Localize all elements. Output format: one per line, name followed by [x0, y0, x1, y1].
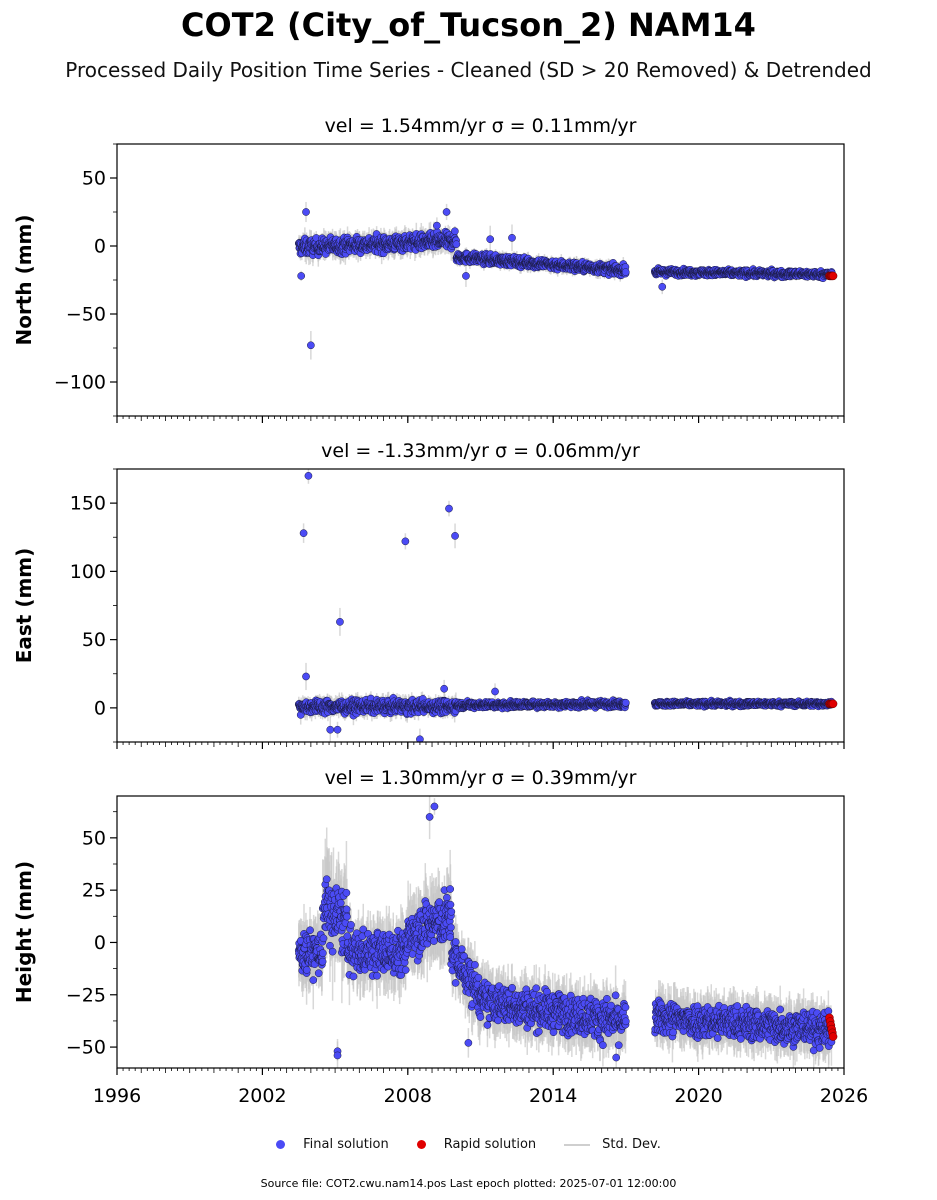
y-tick-label: 50 — [82, 168, 106, 190]
final-point — [451, 227, 459, 236]
final-point — [442, 208, 451, 216]
std-dev-bars — [298, 201, 833, 360]
y-tick-label: 0 — [94, 236, 106, 258]
rapid-solution-points — [825, 271, 838, 281]
panel-title: vel = 1.54mm/yr σ = 0.11mm/yr — [325, 115, 637, 137]
rapid-point — [828, 271, 838, 281]
page-subtitle: Processed Daily Position Time Series - C… — [65, 58, 872, 82]
final-point — [462, 272, 470, 280]
final-point — [621, 268, 630, 276]
plot-area — [294, 201, 838, 360]
y-tick-label: −50 — [66, 304, 106, 326]
final-solution-points — [294, 208, 836, 350]
final-point — [452, 240, 461, 249]
y-tick-label: −100 — [54, 372, 106, 394]
final-point — [486, 235, 495, 244]
final-point — [302, 208, 310, 216]
final-point — [508, 233, 516, 242]
x-axis-ticks — [116, 416, 845, 423]
final-point — [433, 221, 441, 230]
y-axis-ticks: −100 −50 0 50 — [54, 143, 117, 417]
final-point — [297, 272, 306, 280]
final-point — [307, 341, 315, 350]
plot-area — [294, 469, 838, 742]
y-axis-label: North (mm) — [12, 214, 36, 345]
final-point — [658, 282, 667, 291]
page-title: COT2 (City_of_Tucson_2) NAM14 — [181, 6, 756, 44]
panel-1: −100 −50 0 50 North (mm) vel = 1.54mm/yr σ = … — [12, 115, 845, 423]
plot-frame — [116, 143, 845, 417]
